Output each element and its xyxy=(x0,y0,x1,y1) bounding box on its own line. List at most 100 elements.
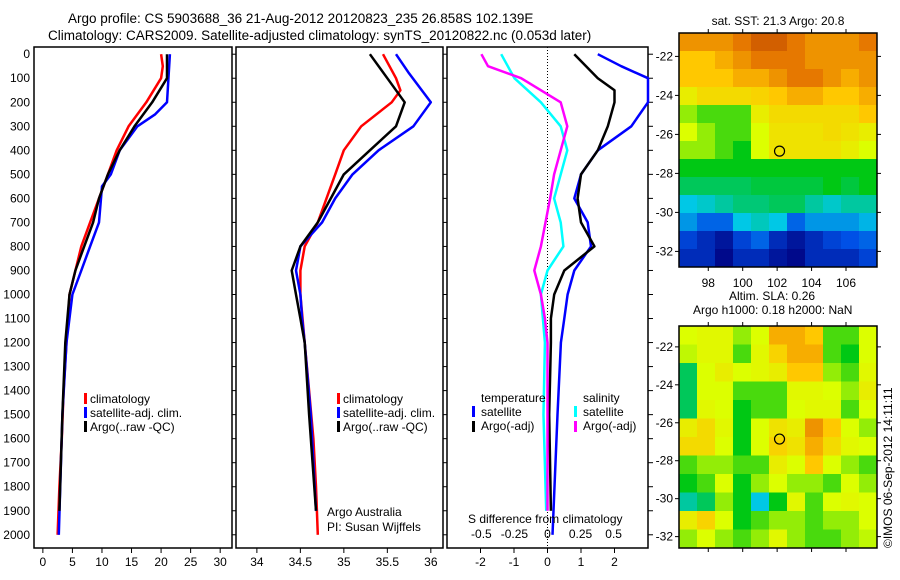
map-cell xyxy=(697,381,716,401)
y-tick-label: 100 xyxy=(10,71,30,85)
map-cell xyxy=(733,437,752,456)
temperature-legend: climatology satellite-adj. clim. Argo(..… xyxy=(84,392,182,434)
legend-swatch-argo xyxy=(337,421,340,432)
map-cell xyxy=(859,33,878,52)
legend-swatch-sal-satellite xyxy=(574,406,577,417)
map-cell xyxy=(697,69,716,88)
map-cell xyxy=(859,213,878,232)
map-cell xyxy=(679,69,698,88)
map-x-tick-label: 104 xyxy=(802,276,822,290)
legend-label: Argo(-adj) xyxy=(481,419,534,433)
map-cell xyxy=(697,529,716,549)
map-cell xyxy=(805,511,824,530)
x-tick-label: 2 xyxy=(611,555,618,569)
map-cell xyxy=(715,511,734,530)
map-cell xyxy=(715,177,734,196)
legend-swatch-sal-argo xyxy=(574,421,577,432)
map-cell xyxy=(733,231,752,250)
map-cell xyxy=(751,326,770,345)
map-cell xyxy=(769,105,788,124)
map-cell xyxy=(805,381,824,401)
map-cell xyxy=(697,195,716,214)
map-cell xyxy=(769,33,788,52)
map-cell xyxy=(859,437,878,456)
map-cell xyxy=(733,249,752,268)
map-frame xyxy=(678,325,878,549)
map-cell xyxy=(679,363,698,382)
map-y-tick-label: -22 xyxy=(656,340,674,354)
map-frame xyxy=(678,32,878,268)
map-cell xyxy=(859,455,878,475)
map-cell xyxy=(859,344,878,364)
legend-label: satellite-adj. clim. xyxy=(90,406,182,420)
map-cell xyxy=(733,474,752,493)
salinity-tick-label: 0.5 xyxy=(605,527,622,541)
map-cell xyxy=(679,492,698,512)
map-cell xyxy=(697,159,716,178)
map-cell xyxy=(787,249,806,268)
map-cell xyxy=(859,231,878,250)
map-cell xyxy=(679,123,698,142)
x-tick-label: 0 xyxy=(544,555,551,569)
map-cell xyxy=(859,474,878,493)
map-cell xyxy=(697,363,716,382)
map-cell xyxy=(751,418,770,438)
x-tick-label: 10 xyxy=(95,555,109,569)
map-cell xyxy=(841,213,860,232)
map-cell xyxy=(787,33,806,52)
map-cell xyxy=(769,249,788,268)
legend-swatch-climatology xyxy=(84,393,87,404)
imos-timestamp: ©IMOS 06-Sep-2012 14:11:11 xyxy=(881,387,895,548)
legend-swatch-argo xyxy=(84,421,87,432)
map-cell xyxy=(841,87,860,106)
map-cell xyxy=(733,159,752,178)
map-cell xyxy=(769,51,788,70)
map-cell xyxy=(805,123,824,142)
map-cell xyxy=(823,455,842,475)
x-tick-label: 34.5 xyxy=(289,555,313,569)
map-cell xyxy=(841,455,860,475)
map-cell xyxy=(679,213,698,232)
map-cell xyxy=(679,344,698,364)
map-cell xyxy=(805,249,824,268)
map-cell xyxy=(805,418,824,438)
map-cell xyxy=(697,437,716,456)
map-cell xyxy=(679,400,698,419)
map-cell xyxy=(823,326,842,345)
map-cell xyxy=(751,105,770,124)
series-line-salinity-argo-adj- xyxy=(480,53,569,511)
map-cell xyxy=(715,400,734,419)
map-cell xyxy=(787,363,806,382)
x-tick-label: 5 xyxy=(69,555,76,569)
map-cell xyxy=(787,400,806,419)
map-cell xyxy=(859,195,878,214)
map-cell xyxy=(697,87,716,106)
map-cell xyxy=(859,511,878,530)
map-cell xyxy=(769,418,788,438)
map-cell xyxy=(679,529,698,549)
map-cell xyxy=(679,51,698,70)
map-cell xyxy=(733,363,752,382)
map-cell xyxy=(823,141,842,160)
map-cell xyxy=(823,195,842,214)
map-cell xyxy=(751,249,770,268)
map-cell xyxy=(823,511,842,530)
map-cell xyxy=(841,492,860,512)
map-cell xyxy=(715,344,734,364)
salinity-tick-label: -0.5 xyxy=(471,527,492,541)
map-cell xyxy=(805,492,824,512)
x-tick-label: 1 xyxy=(578,555,585,569)
map-cell xyxy=(823,474,842,493)
map-cell xyxy=(805,195,824,214)
map-cell xyxy=(715,381,734,401)
map-cell xyxy=(787,529,806,549)
map-cell xyxy=(769,231,788,250)
map-cell xyxy=(823,69,842,88)
map-cell xyxy=(733,123,752,142)
map-cell xyxy=(787,195,806,214)
map-cell xyxy=(841,159,860,178)
map-cell xyxy=(751,400,770,419)
map-cell xyxy=(805,177,824,196)
map-cell xyxy=(751,529,770,549)
map-cell xyxy=(805,363,824,382)
